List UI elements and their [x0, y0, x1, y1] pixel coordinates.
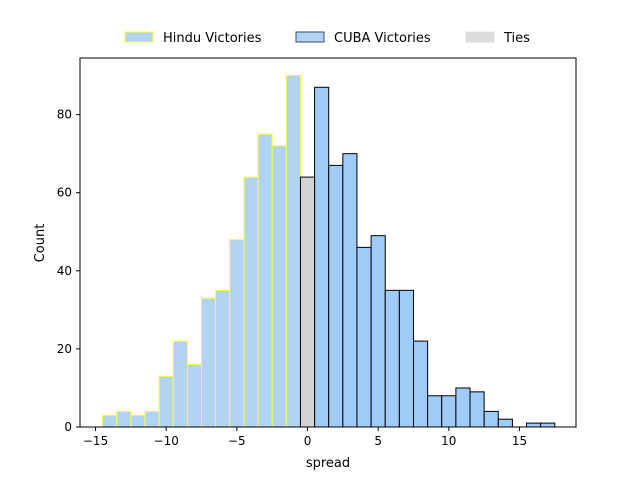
- histogram-bar: [540, 422, 556, 428]
- histogram-bar: [356, 246, 372, 428]
- legend-item-hindu-victories: Hindu Victories: [124, 31, 262, 46]
- legend-item-ties: Ties: [465, 31, 530, 46]
- histogram-bar: [116, 410, 132, 428]
- histogram-bar: [172, 340, 188, 428]
- legend-swatch-cuba-victories: [295, 31, 325, 43]
- histogram-bar: [144, 410, 160, 428]
- histogram-bar: [483, 410, 499, 428]
- histogram-bar: [215, 289, 231, 428]
- legend-item-cuba-victories: CUBA Victories: [295, 31, 431, 46]
- y-tick-label: 40: [57, 264, 72, 278]
- legend-swatch-ties: [465, 31, 495, 43]
- histogram-bar: [271, 145, 287, 428]
- y-tick-label: 0: [64, 420, 72, 434]
- y-tick-label: 20: [57, 342, 72, 356]
- histogram-bar: [102, 414, 118, 428]
- histogram-bar: [441, 395, 457, 428]
- histogram-bar: [412, 340, 429, 428]
- histogram-bar: [497, 418, 513, 428]
- histogram-bar: [370, 235, 386, 428]
- legend-label-ties: Ties: [503, 31, 530, 46]
- y-tick-label: 60: [57, 186, 72, 200]
- histogram-bar: [384, 289, 400, 428]
- x-tick-label: −5: [228, 434, 246, 448]
- legend-swatch-hindu-victories: [124, 31, 154, 43]
- x-tick-label: 15: [512, 434, 527, 448]
- histogram-bar: [455, 387, 471, 428]
- y-axis-ticks: 0 20 40 60 80: [57, 108, 80, 434]
- histogram-bar: [229, 239, 245, 428]
- histogram-bar: [328, 164, 344, 428]
- histogram-bar: [201, 297, 217, 428]
- chart-legend: Hindu Victories CUBA Victories Ties: [124, 31, 530, 46]
- histogram-bar: [186, 364, 203, 428]
- histogram-bar: [158, 375, 174, 428]
- histogram-bar: [130, 414, 146, 428]
- x-tick-label: −15: [83, 434, 108, 448]
- y-tick-label: 80: [57, 108, 72, 122]
- x-tick-label: 5: [374, 434, 382, 448]
- x-axis-ticks: −15 −10 −5 0 5 10 15: [83, 427, 527, 448]
- legend-label-hindu-victories: Hindu Victories: [163, 31, 262, 46]
- histogram-bar: [526, 422, 542, 428]
- histogram-bar: [257, 133, 273, 428]
- histogram-bar: [285, 75, 301, 428]
- y-axis-label: Count: [33, 224, 48, 263]
- histogram-bar: [314, 86, 330, 428]
- x-axis-label: spread: [306, 456, 350, 471]
- x-tick-label: 0: [304, 434, 312, 448]
- histogram-bar: [427, 395, 443, 428]
- histogram-bar: [243, 176, 259, 428]
- legend-label-cuba-victories: CUBA Victories: [334, 31, 431, 46]
- histogram-bar: [342, 153, 358, 428]
- histogram-bar: [469, 391, 485, 428]
- histogram-bars: [102, 75, 556, 428]
- histogram-bar: [398, 289, 414, 428]
- x-tick-label: −10: [154, 434, 179, 448]
- histogram-bar: [299, 176, 316, 428]
- x-tick-label: 10: [441, 434, 456, 448]
- plot-area-frame: [79, 57, 577, 428]
